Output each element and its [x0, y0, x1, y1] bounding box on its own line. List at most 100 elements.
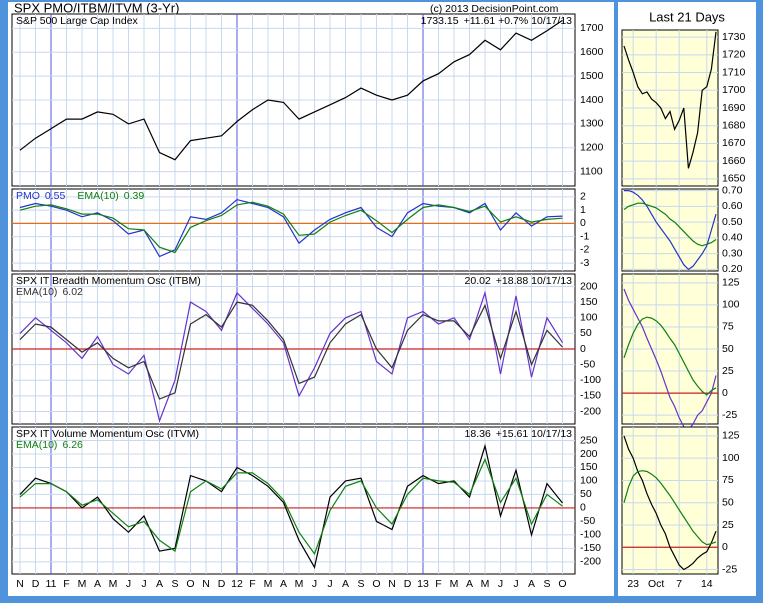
x-tick-label: S: [357, 578, 364, 590]
y-tick-label: 1200: [580, 142, 604, 154]
y-tick-label: 200: [580, 448, 598, 460]
legend-entry: PMO: [16, 190, 40, 202]
y-tick-label: 0.70: [722, 184, 743, 196]
y-tick-label: 0.30: [722, 247, 743, 259]
legend-entry: S&P 500 Large Cap Index: [16, 15, 139, 27]
series-line: [19, 457, 563, 556]
x-tick-label: 23: [627, 578, 639, 590]
last-value: 18.36: [465, 428, 491, 440]
x-tick-label: N: [16, 578, 24, 590]
y-tick-label: 0.40: [722, 232, 743, 244]
y-tick-label: -25: [722, 563, 737, 575]
y-tick-label: 1660: [722, 155, 746, 167]
y-tick-label: -25: [722, 409, 737, 421]
series-line: [623, 288, 717, 432]
x-tick-label: Oct: [648, 578, 664, 590]
legend-value: 6.26: [62, 439, 83, 451]
x-tick-label: A: [466, 578, 473, 590]
y-tick-label: -150: [580, 390, 601, 402]
last-value: 20.02: [465, 275, 491, 287]
y-tick-label: 100: [580, 475, 598, 487]
y-tick-label: -2: [580, 244, 589, 256]
y-tick-label: -200: [580, 556, 601, 568]
x-tick-label: J: [513, 578, 518, 590]
y-tick-label: 125: [722, 430, 740, 442]
x-tick-label: D: [218, 578, 226, 590]
y-tick-label: 50: [580, 488, 592, 500]
x-tick-label: M: [109, 578, 118, 590]
y-tick-label: -1: [580, 230, 589, 242]
legend-value: 6.02: [62, 286, 83, 298]
x-tick-label: 7: [676, 578, 682, 590]
annotation: +11.61 +0.7% 10/17/13: [464, 15, 573, 27]
last-value: 1733.15: [421, 15, 459, 27]
x-tick-label: J: [327, 578, 332, 590]
y-tick-label: 0.60: [722, 200, 743, 212]
y-tick-label: 0: [722, 541, 728, 553]
y-tick-label: 50: [722, 497, 734, 509]
y-tick-label: -50: [580, 358, 595, 370]
copyright: (c) 2013 DecisionPoint.com: [430, 3, 559, 15]
x-tick-label: A: [156, 578, 163, 590]
x-tick-label: A: [94, 578, 101, 590]
y-tick-label: -200: [580, 405, 601, 417]
x-tick-label: F: [63, 578, 69, 590]
legend-entry: EMA(10): [16, 286, 57, 298]
y-tick-label: 1700: [580, 22, 604, 34]
y-tick-label: 75: [722, 474, 734, 486]
y-tick-label: 0: [580, 502, 586, 514]
plot-area: [621, 426, 719, 575]
annotation: +15.61 10/17/13: [496, 428, 572, 440]
y-tick-label: -100: [580, 374, 601, 386]
y-tick-label: 1500: [580, 70, 604, 82]
series-line: [19, 201, 563, 254]
plot-area: [11, 188, 576, 272]
x-tick-label: A: [528, 578, 535, 590]
x-tick-label: S: [543, 578, 550, 590]
series-line: [19, 301, 563, 400]
x-tick-label: M: [450, 578, 459, 590]
y-tick-label: 100: [722, 452, 740, 464]
y-tick-label: 1730: [722, 31, 746, 43]
x-tick-label: N: [202, 578, 210, 590]
y-tick-label: 50: [722, 343, 734, 355]
legend-entry: EMA(10): [16, 439, 57, 451]
y-tick-label: 100: [722, 299, 740, 311]
series-line: [624, 190, 717, 271]
series-line: [623, 470, 717, 546]
x-tick-label: F: [249, 578, 255, 590]
y-tick-label: 25: [722, 519, 734, 531]
panel-title: SPX IT Volume Momentum Osc (ITVM): [16, 428, 199, 440]
y-tick-label: 2: [580, 191, 586, 203]
x-tick-label: A: [280, 578, 287, 590]
x-tick-label: J: [141, 578, 146, 590]
right-title: Last 21 Days: [649, 9, 725, 24]
y-tick-label: 125: [722, 277, 740, 289]
y-tick-label: -50: [580, 515, 595, 527]
y-tick-label: 0.50: [722, 216, 743, 228]
x-tick-label: A: [342, 578, 349, 590]
series-line: [623, 316, 717, 396]
y-tick-label: 100: [580, 312, 598, 324]
y-tick-label: 150: [580, 461, 598, 473]
y-tick-label: -150: [580, 542, 601, 554]
panel-title: SPX IT Breadth Momentum Osc (ITBM): [16, 275, 201, 287]
x-tick-label: D: [32, 578, 40, 590]
y-tick-label: 1700: [722, 84, 746, 96]
x-tick-label: J: [126, 578, 131, 590]
y-tick-label: -100: [580, 529, 601, 541]
legend-entry: EMA(10): [77, 190, 118, 202]
x-tick-label: O: [186, 578, 194, 590]
y-tick-label: 250: [580, 434, 598, 446]
y-tick-label: 150: [580, 296, 598, 308]
x-tick-label: 13: [417, 578, 429, 590]
y-tick-label: 0: [580, 217, 586, 229]
y-tick-label: 1650: [722, 173, 746, 185]
x-tick-label: D: [404, 578, 412, 590]
series-line: [19, 19, 563, 161]
y-tick-label: 50: [580, 327, 592, 339]
y-tick-label: 1: [580, 204, 586, 216]
x-tick-label: J: [498, 578, 503, 590]
y-tick-label: 0: [580, 343, 586, 355]
y-tick-label: 1670: [722, 137, 746, 149]
